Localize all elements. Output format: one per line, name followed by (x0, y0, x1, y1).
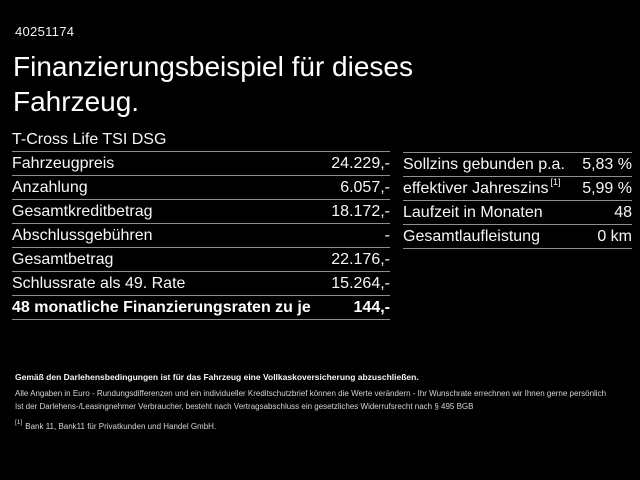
row-value: 22.176,- (331, 250, 390, 268)
table-row: Gesamtbetrag 22.176,- (12, 248, 390, 272)
table-row: Anzahlung 6.057,- (12, 176, 390, 200)
table-row: Fahrzeugpreis 24.229,- (12, 152, 390, 176)
row-label: Gesamtkreditbetrag (12, 202, 153, 220)
conditions-table: Sollzins gebunden p.a. 5,83 % effektiver… (403, 152, 632, 249)
listing-id: 40251174 (15, 24, 75, 39)
row-label: 48 monatliche Finanzierungsraten zu je (12, 298, 311, 316)
row-label: Laufzeit in Monaten (403, 203, 543, 221)
row-label: Fahrzeugpreis (12, 154, 115, 172)
bank-footnote: [1] Bank 11, Bank11 für Privatkunden und … (15, 419, 635, 431)
row-label: Schlussrate als 49. Rate (12, 274, 186, 292)
row-value: 5,99 % (582, 179, 632, 197)
table-row: effektiver Jahreszins [1] 5,99 % (403, 177, 632, 201)
row-value: 15.264,- (331, 274, 390, 292)
footnote-text: Bank 11, Bank11 für Privatkunden und Han… (25, 422, 217, 431)
row-value: 0 km (597, 227, 632, 245)
table-row: Schlussrate als 49. Rate 15.264,- (12, 272, 390, 296)
finance-table: T-Cross Life TSI DSG Fahrzeugpreis 24.22… (12, 128, 390, 320)
footnote-marker: [1] (550, 177, 561, 188)
table-row: Gesamtkreditbetrag 18.172,- (12, 200, 390, 224)
row-value: 24.229,- (331, 154, 390, 172)
row-value: 144,- (353, 298, 390, 316)
row-label: Gesamtbetrag (12, 250, 114, 268)
page-title: Finanzierungsbeispiel für dieses Fahrzeu… (13, 51, 413, 117)
insurance-note: Gemäß den Darlehensbedingungen ist für d… (15, 372, 419, 382)
disclaimer-line: Ist der Darlehens-/Leasingnehmer Verbrau… (15, 402, 474, 411)
row-label: Sollzins gebunden p.a. (403, 155, 565, 173)
vehicle-model: T-Cross Life TSI DSG (12, 130, 167, 148)
row-label: Abschlussgebühren (12, 226, 153, 244)
table-row: Laufzeit in Monaten 48 (403, 201, 632, 225)
monthly-rate-row: 48 monatliche Finanzierungsraten zu je 1… (12, 296, 390, 320)
row-value: 5,83 % (582, 155, 632, 173)
vehicle-model-row: T-Cross Life TSI DSG (12, 128, 390, 152)
table-row: Abschlussgebühren - (12, 224, 390, 248)
row-value: 48 (614, 203, 632, 221)
row-value: 18.172,- (331, 202, 390, 220)
row-label: Anzahlung (12, 178, 88, 196)
footnote-marker: [1] (15, 419, 23, 427)
row-value: 6.057,- (340, 178, 390, 196)
legal-footer: Gemäß den Darlehensbedingungen ist für d… (15, 372, 635, 431)
row-label: effektiver Jahreszins [1] (403, 177, 561, 197)
table-row: Sollzins gebunden p.a. 5,83 % (403, 153, 632, 177)
row-label: Gesamtlaufleistung (403, 227, 540, 245)
table-row: Gesamtlaufleistung 0 km (403, 225, 632, 249)
row-value: - (384, 226, 390, 244)
disclaimer-line: Alle Angaben in Euro - Rundungsdifferenz… (15, 389, 607, 398)
